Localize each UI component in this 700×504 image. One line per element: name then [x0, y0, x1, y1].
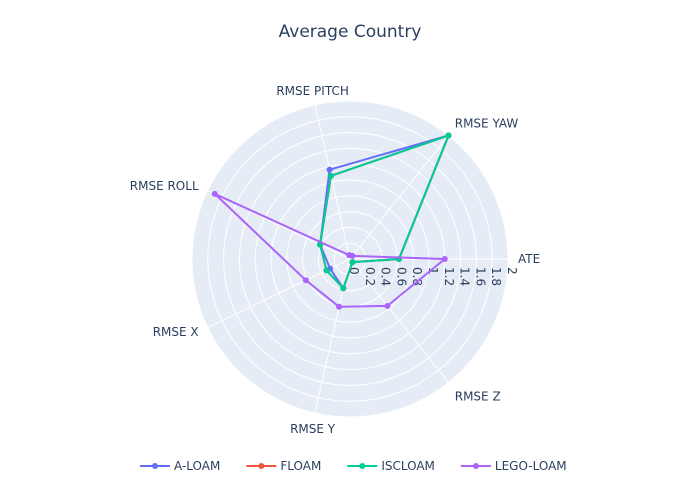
data-point-lego-loam	[346, 252, 353, 259]
legend-swatch-marker	[472, 463, 479, 469]
angular-gridline	[349, 258, 449, 383]
radial-tick-label: 1	[426, 267, 440, 275]
data-point-iscloam	[328, 172, 335, 179]
legend-item-a-loam[interactable]: A-LOAM	[140, 459, 220, 473]
series-line-iscloam	[319, 134, 450, 290]
legend-item-floam[interactable]: FLOAM	[246, 459, 321, 473]
data-point-iscloam	[323, 267, 330, 274]
radial-tick-label: 1.2	[442, 267, 456, 286]
angular-axis-label: ATE	[518, 252, 540, 266]
legend-label: LEGO-LOAM	[495, 459, 567, 473]
legend-item-lego-loam[interactable]: LEGO-LOAM	[460, 459, 567, 473]
angular-gridline	[314, 104, 351, 260]
radial-tick-label: 0.6	[394, 267, 408, 286]
data-point-lego-loam	[336, 303, 343, 310]
data-point-iscloam	[349, 259, 356, 266]
data-point-lego-loam	[384, 302, 391, 309]
angular-axis-label: RMSE Z	[455, 389, 501, 403]
radial-tick-label: 2	[505, 267, 519, 275]
radial-tick-label: 0.2	[363, 267, 377, 286]
data-point-a-loam	[326, 166, 333, 173]
legend-label: A-LOAM	[174, 459, 220, 473]
radial-tick-label: 1.4	[458, 267, 472, 286]
angular-axis-label: RMSE YAW	[455, 117, 519, 131]
data-point-iscloam	[445, 132, 452, 139]
angular-gridline	[349, 135, 449, 260]
legend-swatch-marker	[152, 463, 158, 469]
radial-tick-label: 1.6	[473, 267, 487, 286]
radial-tick-label: 1.8	[489, 267, 503, 286]
legend-label: ISCLOAM	[381, 459, 435, 473]
chart-title: Average Country	[279, 22, 422, 42]
legend-item-iscloam[interactable]: ISCLOAM	[347, 459, 435, 473]
legend-label: FLOAM	[280, 459, 321, 473]
angular-axis-label: RMSE X	[153, 325, 199, 339]
angular-axis-label: RMSE ROLL	[130, 179, 199, 193]
data-point-lego-loam	[441, 256, 448, 262]
legend-swatch-marker	[359, 463, 366, 469]
data-point-lego-loam	[302, 277, 309, 284]
angular-axis-label: RMSE Y	[290, 422, 336, 436]
legend-swatch-marker	[258, 463, 265, 469]
radial-tick-label: 0	[347, 267, 361, 275]
angular-axis-label: RMSE PITCH	[276, 84, 349, 98]
radial-tick-label: 0.8	[410, 267, 424, 286]
data-point-lego-loam	[211, 190, 218, 197]
legend[interactable]: A-LOAM FLOAM ISCLOAM LEGO-LOAM	[140, 459, 567, 473]
data-point-iscloam	[340, 285, 347, 292]
polar-plot: ATE RMSE YAW RMSE PITCH RMSE ROLL RMSE X RMSE…	[130, 84, 540, 436]
radial-tick-label: 0.4	[379, 267, 393, 286]
